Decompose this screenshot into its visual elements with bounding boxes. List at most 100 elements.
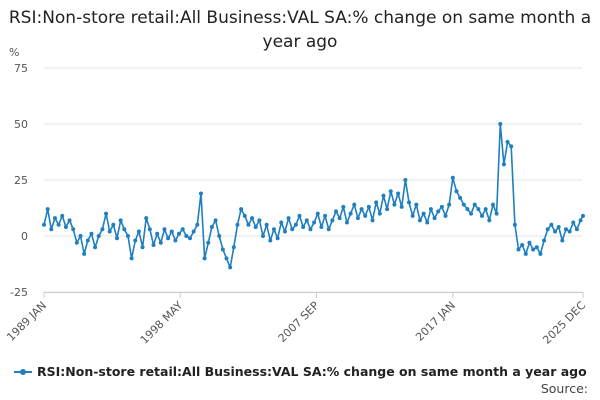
data-point[interactable] <box>494 211 499 216</box>
data-point[interactable] <box>407 200 412 205</box>
data-point[interactable] <box>257 218 262 223</box>
data-point[interactable] <box>567 229 572 234</box>
data-point[interactable] <box>125 234 130 238</box>
data-point[interactable] <box>45 207 50 212</box>
data-point[interactable] <box>250 216 255 221</box>
data-point[interactable] <box>206 240 211 245</box>
data-point[interactable] <box>304 218 309 223</box>
data-point[interactable] <box>490 202 495 207</box>
data-point[interactable] <box>341 204 346 209</box>
data-point[interactable] <box>334 209 339 214</box>
data-point[interactable] <box>487 218 492 223</box>
data-point[interactable] <box>381 193 386 198</box>
source-label[interactable]: Source: <box>540 381 588 396</box>
data-point[interactable] <box>392 202 397 207</box>
data-point[interactable] <box>169 229 174 234</box>
data-point[interactable] <box>202 256 207 261</box>
data-point[interactable] <box>140 245 145 250</box>
data-point[interactable] <box>100 227 105 232</box>
data-point[interactable] <box>82 251 87 256</box>
data-point[interactable] <box>326 227 331 232</box>
data-point[interactable] <box>228 265 233 270</box>
data-point[interactable] <box>531 247 536 252</box>
data-point[interactable] <box>450 175 455 180</box>
data-point[interactable] <box>261 234 266 238</box>
data-point[interactable] <box>122 227 127 232</box>
data-point[interactable] <box>563 227 568 232</box>
data-point[interactable] <box>483 207 488 212</box>
data-point[interactable] <box>115 236 120 241</box>
data-point[interactable] <box>355 216 360 221</box>
data-point[interactable] <box>581 213 585 218</box>
data-point[interactable] <box>363 213 368 218</box>
data-point[interactable] <box>312 220 317 225</box>
data-point[interactable] <box>571 220 576 225</box>
data-point[interactable] <box>67 218 72 223</box>
data-point[interactable] <box>282 229 287 234</box>
data-point[interactable] <box>337 216 342 221</box>
data-point[interactable] <box>118 218 123 223</box>
data-point[interactable] <box>323 213 328 218</box>
data-point[interactable] <box>209 225 214 230</box>
data-point[interactable] <box>399 204 404 209</box>
data-point[interactable] <box>553 229 558 234</box>
data-point[interactable] <box>180 227 185 232</box>
data-point[interactable] <box>348 211 353 216</box>
data-point[interactable] <box>410 213 415 218</box>
data-point[interactable] <box>286 216 291 221</box>
data-point[interactable] <box>155 231 160 236</box>
data-point[interactable] <box>220 247 225 252</box>
data-point[interactable] <box>242 213 247 218</box>
data-point[interactable] <box>370 218 375 223</box>
data-point[interactable] <box>93 245 98 250</box>
data-point[interactable] <box>111 222 116 227</box>
data-point[interactable] <box>534 245 539 250</box>
data-point[interactable] <box>505 139 510 144</box>
data-point[interactable] <box>279 220 284 225</box>
data-point[interactable] <box>366 204 371 209</box>
data-point[interactable] <box>42 222 46 227</box>
data-point[interactable] <box>385 207 390 212</box>
data-point[interactable] <box>447 202 452 207</box>
data-point[interactable] <box>268 238 273 243</box>
data-point[interactable] <box>177 231 182 236</box>
data-point[interactable] <box>458 195 463 200</box>
data-point[interactable] <box>523 251 528 256</box>
data-point[interactable] <box>509 144 514 149</box>
data-point[interactable] <box>151 242 156 247</box>
data-point[interactable] <box>74 240 79 245</box>
data-point[interactable] <box>158 240 163 245</box>
data-point[interactable] <box>498 122 503 126</box>
data-point[interactable] <box>239 207 244 212</box>
data-point[interactable] <box>436 209 441 214</box>
data-point[interactable] <box>246 222 251 227</box>
data-point[interactable] <box>480 213 485 218</box>
data-point[interactable] <box>52 216 57 221</box>
data-point[interactable] <box>454 189 459 194</box>
data-point[interactable] <box>235 222 240 227</box>
data-point[interactable] <box>136 229 141 234</box>
data-point[interactable] <box>166 236 171 241</box>
data-point[interactable] <box>574 227 579 232</box>
data-point[interactable] <box>421 211 426 216</box>
data-point[interactable] <box>301 225 306 230</box>
data-point[interactable] <box>275 236 280 241</box>
data-point[interactable] <box>352 202 357 207</box>
data-point[interactable] <box>264 222 269 227</box>
data-point[interactable] <box>443 213 448 218</box>
data-point[interactable] <box>465 207 470 212</box>
data-point[interactable] <box>556 225 561 230</box>
data-point[interactable] <box>308 227 313 232</box>
data-point[interactable] <box>344 220 349 225</box>
data-point[interactable] <box>472 202 477 207</box>
data-point[interactable] <box>78 234 83 238</box>
data-point[interactable] <box>293 222 298 227</box>
data-point[interactable] <box>107 229 112 234</box>
data-point[interactable] <box>542 238 547 243</box>
data-point[interactable] <box>388 189 393 194</box>
data-point[interactable] <box>96 234 101 238</box>
data-point[interactable] <box>63 225 68 230</box>
data-point[interactable] <box>173 238 178 243</box>
data-point[interactable] <box>545 227 550 232</box>
data-point[interactable] <box>549 222 554 227</box>
